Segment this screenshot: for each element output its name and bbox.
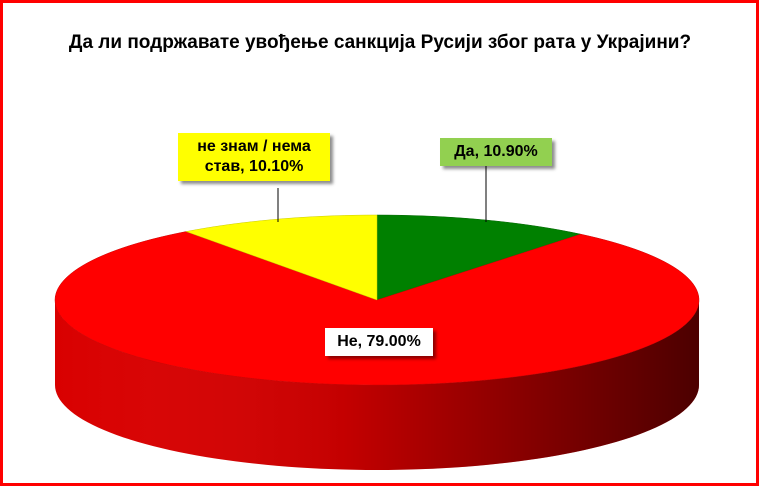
slice: [54, 231, 700, 386]
slice: [376, 214, 582, 301]
title-box: Да ли подржавате увођење санкција Русији…: [68, 32, 692, 53]
slice: [185, 214, 378, 301]
data-label: Не, 79.00%: [325, 328, 433, 356]
data-label: не знам / нема став, 10.10%: [178, 133, 330, 181]
pie: [54, 214, 700, 470]
chart-title: Да ли подржавате увођење санкција Русији…: [68, 32, 692, 53]
data-label: Да, 10.90%: [440, 138, 552, 166]
